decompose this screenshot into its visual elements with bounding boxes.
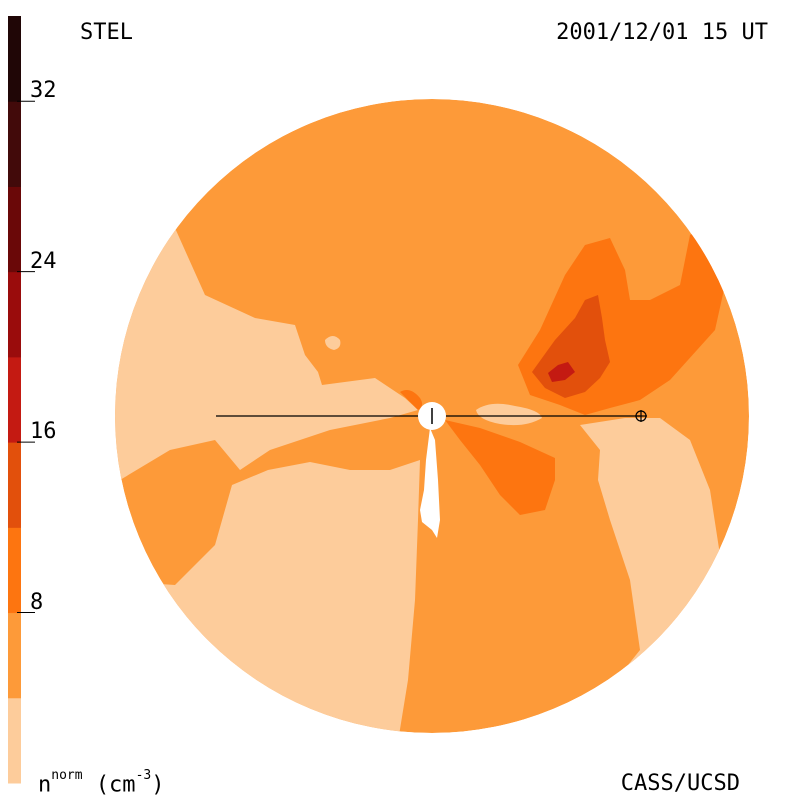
colorbar: [8, 16, 35, 784]
medium-density-blob-near-sun: [400, 390, 423, 410]
colorbar-tick-label-8: 8: [30, 589, 44, 615]
colorbar-unit-label: nnorm (cm-3): [38, 768, 165, 798]
low-density-region-center-right: [476, 403, 542, 426]
low-density-blob-small: [325, 336, 341, 350]
colorbar-level-8: [8, 16, 21, 102]
earth-icon: [635, 410, 647, 422]
colorbar-level-7: [8, 101, 21, 187]
sun-shadow-wedge: [420, 428, 440, 538]
low-density-region-left: [115, 228, 418, 500]
colorbar-level-5: [8, 271, 21, 358]
peak-density-region: [548, 362, 575, 382]
colorbar-level-6: [8, 186, 21, 273]
medium-density-region-lower-center: [445, 420, 555, 515]
colorbar-tick-label-32: 32: [30, 78, 57, 104]
credit-label: CASS/UCSD: [620, 771, 740, 796]
colorbar-level-0: [8, 697, 21, 784]
datetime-label: 2001/12/01 15 UT: [556, 20, 768, 45]
colorbar-level-1: [8, 612, 21, 699]
colorbar-level-3: [8, 442, 21, 528]
colorbar-tick-label-16: 16: [30, 419, 57, 445]
colorbar-level-4: [8, 356, 21, 443]
colorbar-level-2: [8, 527, 21, 614]
colorbar-tick-label-24: 24: [30, 248, 57, 274]
model-label: STEL: [80, 20, 133, 45]
